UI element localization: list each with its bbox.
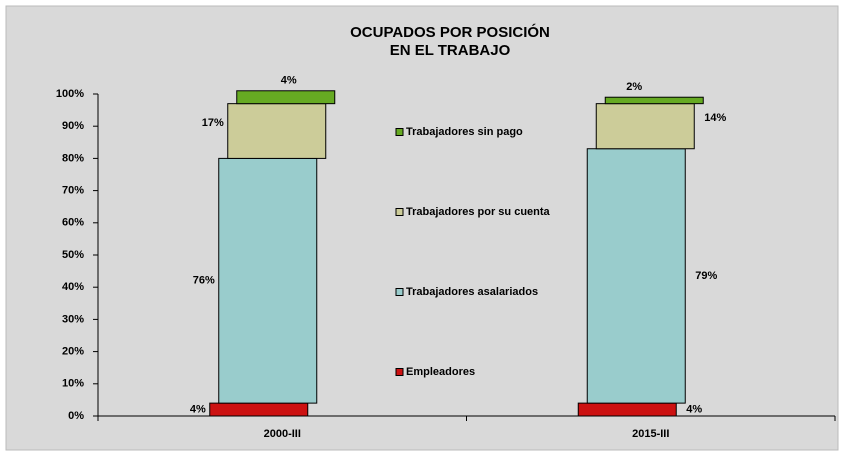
legend-swatch	[395, 288, 404, 296]
legend-swatch	[395, 368, 404, 376]
bar-segment	[595, 103, 695, 150]
x-tick-label: 2015-III	[632, 428, 669, 440]
bar-segment	[577, 402, 677, 417]
chart-title: EN EL TRABAJO	[390, 42, 511, 59]
y-tick-label: 0%	[68, 410, 84, 422]
y-tick-label: 20%	[62, 346, 84, 358]
legend-label: Empleadores	[406, 366, 475, 378]
data-label: 4%	[190, 403, 206, 415]
bar-segment	[218, 157, 318, 404]
legend-label: Trabajadores sin pago	[406, 126, 523, 138]
y-tick-label: 50%	[62, 249, 84, 261]
bar-segment	[209, 402, 309, 417]
data-label: 4%	[281, 75, 297, 87]
data-label: 76%	[193, 275, 215, 287]
y-tick-label: 30%	[62, 313, 84, 325]
y-tick-label: 100%	[56, 88, 84, 100]
y-tick-label: 90%	[62, 120, 84, 132]
bar-segment	[227, 103, 327, 159]
legend-swatch	[395, 128, 404, 136]
bar-segment	[586, 148, 686, 404]
bar-segment	[236, 90, 336, 105]
legend-swatch	[395, 208, 404, 216]
legend-label: Trabajadores asalariados	[406, 286, 538, 298]
legend-label: Trabajadores por su cuenta	[406, 206, 551, 218]
y-tick-label: 40%	[62, 281, 84, 293]
x-tick-label: 2000-III	[264, 428, 301, 440]
bar-segment	[604, 96, 704, 105]
y-tick-label: 60%	[62, 217, 84, 229]
y-tick-label: 70%	[62, 185, 84, 197]
y-tick-label: 10%	[62, 378, 84, 390]
data-label: 2%	[626, 81, 642, 93]
chart-title: OCUPADOS POR POSICIÓN	[350, 23, 550, 41]
data-label: 4%	[686, 403, 702, 415]
data-label: 14%	[704, 112, 726, 124]
y-tick-label: 80%	[62, 152, 84, 164]
chart-area	[5, 5, 839, 451]
data-label: 17%	[202, 117, 224, 129]
data-label: 79%	[695, 270, 717, 282]
